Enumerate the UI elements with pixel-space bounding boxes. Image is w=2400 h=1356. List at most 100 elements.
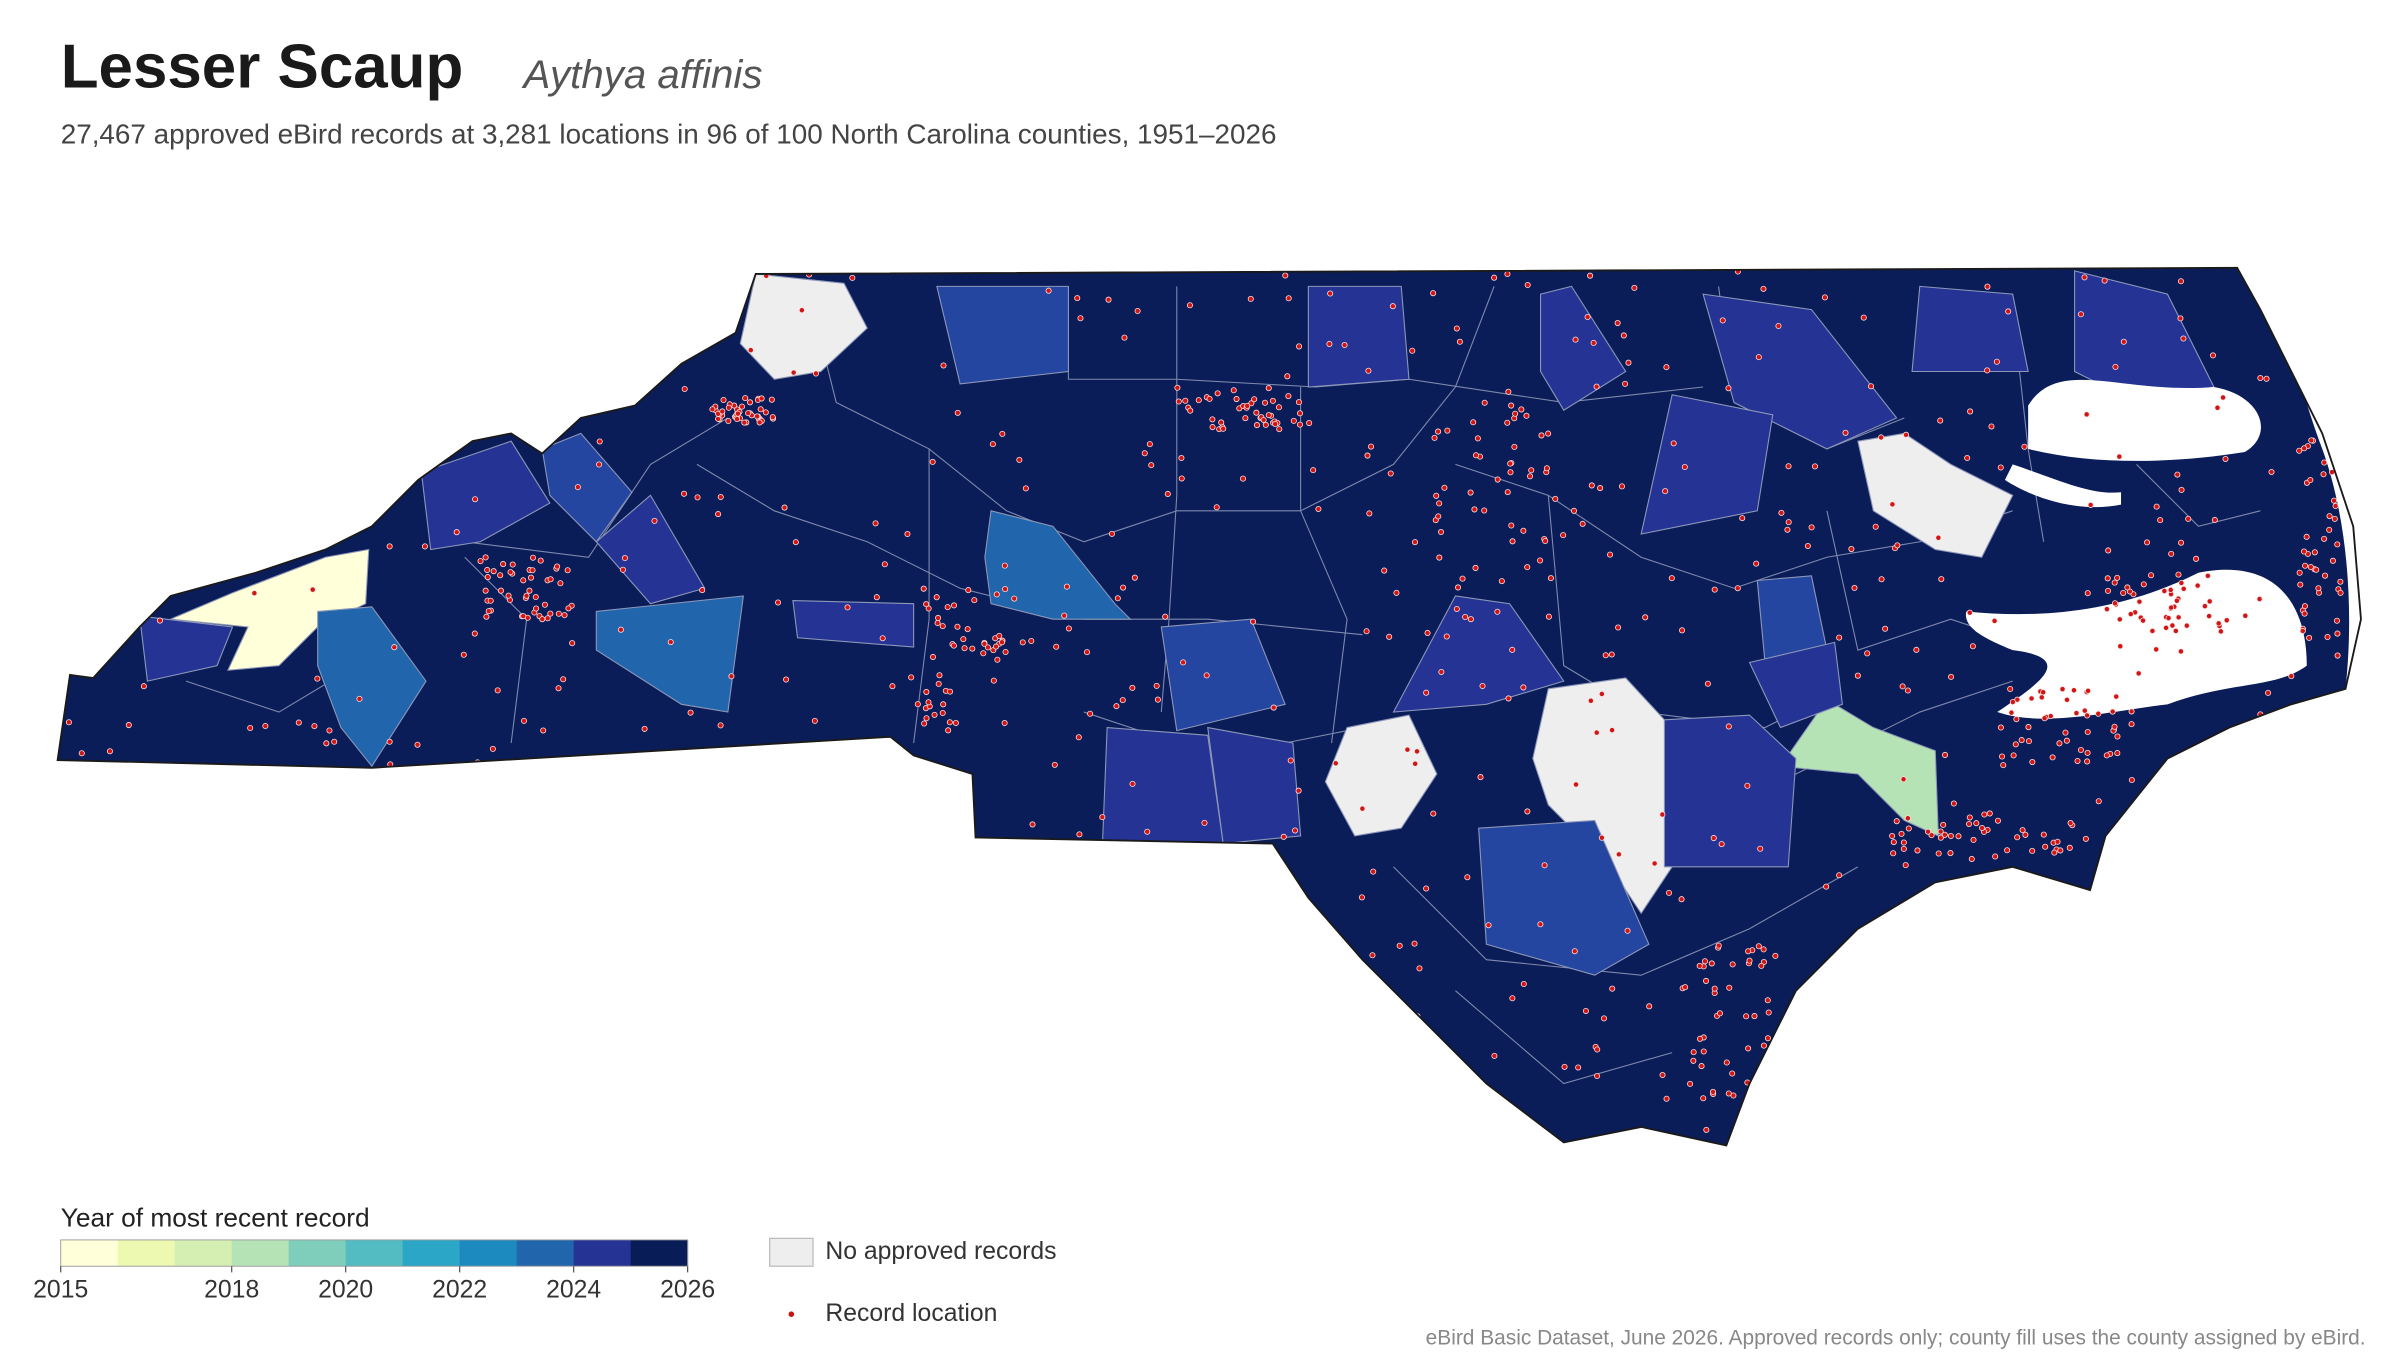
record-dot xyxy=(1485,922,1492,929)
record-dot xyxy=(1745,1045,1752,1052)
record-dot xyxy=(295,719,302,726)
record-dot xyxy=(2324,633,2331,640)
record-dot xyxy=(1433,492,1440,499)
record-dot xyxy=(2140,581,2147,588)
record-dot xyxy=(1051,761,1058,768)
record-dot xyxy=(1491,274,1498,281)
record-dot xyxy=(1017,1028,1024,1035)
scientific-name: Aythya affinis xyxy=(522,52,763,97)
record-dot xyxy=(1180,659,1187,666)
record-dot xyxy=(1436,554,1443,561)
record-dot xyxy=(1263,1036,1270,1043)
record-dot xyxy=(1760,1094,1767,1101)
record-dot xyxy=(451,866,458,873)
record-dot xyxy=(1269,397,1276,404)
record-dot xyxy=(459,374,466,381)
record-dot xyxy=(1195,397,1202,404)
record-dot xyxy=(1370,868,1377,875)
record-dot xyxy=(1244,402,1251,409)
record-dot xyxy=(811,717,818,724)
record-dot xyxy=(484,566,491,573)
record-dot xyxy=(1230,387,1237,394)
record-dot xyxy=(2337,444,2345,451)
record-dot xyxy=(2117,904,2124,911)
record-dot xyxy=(1997,464,2004,471)
record-dot xyxy=(1507,469,1514,476)
record-dot xyxy=(523,592,530,599)
record-dot xyxy=(2263,375,2270,382)
record-dot xyxy=(989,441,996,448)
record-dot xyxy=(1459,575,1466,582)
record-dot xyxy=(1389,303,1396,310)
record-dot xyxy=(2145,1062,2152,1069)
record-dot xyxy=(247,724,254,732)
record-dot xyxy=(935,614,942,621)
record-dot xyxy=(1114,595,1121,602)
record-dot xyxy=(2177,648,2184,655)
record-dot xyxy=(969,645,976,652)
record-dot xyxy=(529,567,536,574)
record-dot xyxy=(2280,875,2287,882)
record-dot xyxy=(596,438,603,445)
record-dot xyxy=(970,885,977,892)
record-dot xyxy=(1938,576,1945,583)
record-dot xyxy=(1214,390,1221,397)
record-dot xyxy=(1002,648,1009,656)
record-dot xyxy=(690,1000,697,1007)
record-dot xyxy=(1065,625,1072,632)
record-dot xyxy=(2056,740,2063,747)
county xyxy=(139,615,234,682)
record-dot xyxy=(2018,737,2025,744)
record-dot xyxy=(1900,845,1907,852)
record-dot xyxy=(218,905,225,912)
record-dot xyxy=(1430,290,1437,297)
record-dot xyxy=(1292,1002,1299,1010)
record-dot xyxy=(2111,975,2118,982)
record-dot xyxy=(1019,639,1026,646)
record-dot xyxy=(636,383,643,390)
record-dot xyxy=(1002,586,1009,593)
record-dot xyxy=(1598,690,1605,697)
record-dot xyxy=(1572,336,1579,343)
record-dot xyxy=(2211,516,2218,523)
record-dot xyxy=(1729,1070,1736,1077)
record-dot xyxy=(1739,515,1746,522)
record-dot xyxy=(1063,583,1070,590)
record-dot xyxy=(1821,294,1828,301)
record-dot xyxy=(1146,441,1153,448)
record-dot xyxy=(1443,633,1450,640)
record-dot xyxy=(2161,587,2168,595)
record-dot xyxy=(2084,712,2091,719)
record-dot xyxy=(2235,914,2242,921)
record-dot xyxy=(2268,963,2275,970)
record-dot xyxy=(1058,1024,1065,1032)
record-dot xyxy=(2120,338,2127,345)
record-dot xyxy=(1028,637,1035,645)
record-dot xyxy=(496,812,503,819)
record-dot xyxy=(722,913,729,920)
record-dot xyxy=(2217,628,2224,635)
record-dot xyxy=(1726,984,1733,991)
record-dot xyxy=(2090,910,2097,917)
record-dot xyxy=(2051,849,2058,856)
record-dot xyxy=(2127,611,2134,618)
record-dot xyxy=(299,844,306,851)
record-dot xyxy=(1253,409,1260,416)
record-dot xyxy=(1950,800,1957,807)
county xyxy=(1540,285,1627,411)
record-dot xyxy=(332,400,339,407)
record-dot xyxy=(507,569,514,576)
record-dot xyxy=(1242,415,1249,422)
record-dot xyxy=(472,496,479,503)
record-dot xyxy=(457,287,464,295)
record-dot xyxy=(1441,484,1448,491)
record-dot xyxy=(1369,952,1376,959)
record-dot xyxy=(495,761,502,768)
record-dot xyxy=(293,1118,300,1125)
record-dot xyxy=(532,594,539,601)
record-dot xyxy=(94,306,101,313)
record-dot xyxy=(946,688,954,695)
record-dot xyxy=(1708,960,1715,967)
record-dot xyxy=(1053,643,1060,650)
